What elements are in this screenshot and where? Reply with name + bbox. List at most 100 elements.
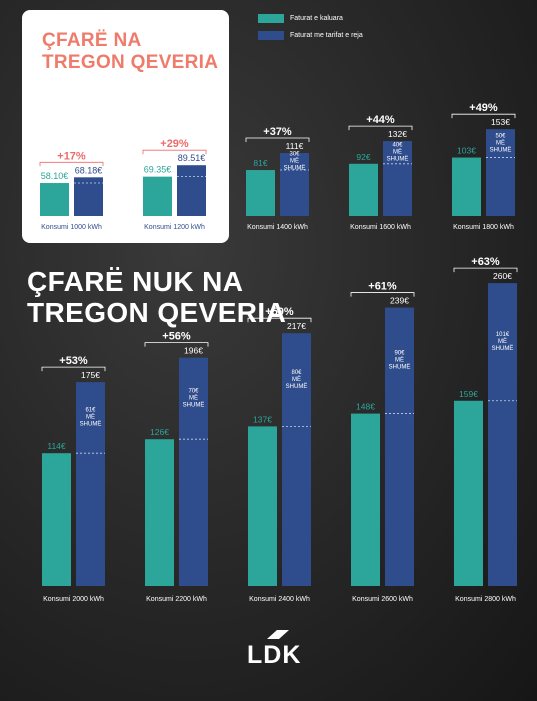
increase-bracket xyxy=(142,149,207,155)
diff-label: MË xyxy=(86,414,95,421)
bar-old xyxy=(143,176,172,216)
increase-label: +44% xyxy=(366,114,395,126)
value-label-new: 132€ xyxy=(388,129,407,139)
value-label-new: 68.18€ xyxy=(75,165,103,175)
bar-new xyxy=(385,307,414,586)
increase-label: +29% xyxy=(160,138,189,150)
value-label-new: 260€ xyxy=(493,271,512,281)
increase-bracket xyxy=(451,113,516,119)
ldk-logo: LDK xyxy=(247,641,302,669)
legend-item-new: Faturat me tarifat e reja xyxy=(258,29,363,41)
value-label-old: 92€ xyxy=(356,152,370,162)
increase-label: +61% xyxy=(368,281,397,293)
value-label-new: 175€ xyxy=(81,370,100,380)
diff-label: MË xyxy=(290,158,299,165)
diff-label: MË xyxy=(496,139,505,146)
chart-legend: Faturat e kaluara Faturat me tarifat e r… xyxy=(258,12,363,46)
category-label: Konsumi 2400 kWh xyxy=(249,596,310,603)
logo-mark-icon xyxy=(267,630,289,639)
bar-old xyxy=(145,439,174,586)
legend-label-new: Faturat me tarifat e reja xyxy=(290,31,363,39)
bar-new xyxy=(488,283,517,586)
diff-label: SHUMË xyxy=(492,345,514,352)
increase-bracket xyxy=(348,125,413,131)
legend-item-old: Faturat e kaluara xyxy=(258,12,363,24)
increase-bracket xyxy=(144,342,209,347)
category-label: Konsumi 2000 kWh xyxy=(43,596,104,603)
value-label-new: 111€ xyxy=(286,141,304,151)
bar-new xyxy=(282,333,311,586)
diff-label: 50€ xyxy=(495,133,506,139)
diff-label: SHUMË xyxy=(387,155,409,162)
category-label: Konsumi 2800 kWh xyxy=(455,596,516,603)
bottom-title-text: ÇFARË NUK NA TREGON QEVERIA xyxy=(27,266,287,328)
value-label-new: 239€ xyxy=(390,296,409,306)
bar-new xyxy=(383,141,412,216)
increase-bracket xyxy=(41,366,106,372)
diff-label: MË xyxy=(292,376,301,383)
increase-bracket xyxy=(247,317,312,323)
category-label: Konsumi 1400 kWh xyxy=(247,224,308,231)
diff-label: SHUMË xyxy=(80,421,102,428)
value-label-old: 137€ xyxy=(253,414,272,424)
increase-label: +17% xyxy=(57,150,86,162)
diff-label: 30€ xyxy=(289,152,300,158)
increase-label: +53% xyxy=(59,355,88,367)
bar-new xyxy=(179,357,208,586)
increase-label: +37% xyxy=(263,126,292,138)
increase-bracket xyxy=(39,161,104,167)
bottom-title: ÇFARË NUK NA TREGON QEVERIA xyxy=(27,266,327,328)
value-label-old: 103€ xyxy=(457,146,476,156)
bar-old xyxy=(40,183,69,216)
bar-old xyxy=(246,170,275,216)
value-label-old: 69.35€ xyxy=(144,165,172,175)
value-label-old: 81€ xyxy=(253,158,267,168)
increase-label: +63% xyxy=(471,256,500,268)
value-label-old: 114€ xyxy=(47,441,66,451)
diff-label: 80€ xyxy=(291,370,302,376)
value-label-new: 196€ xyxy=(184,346,203,356)
legend-swatch-new xyxy=(258,30,284,40)
bar-old xyxy=(349,163,378,216)
diff-label: SHUMË xyxy=(490,146,512,153)
diff-label: SHUMË xyxy=(284,165,306,172)
value-label-old: 126€ xyxy=(150,427,169,437)
bar-old xyxy=(351,413,380,586)
value-label-new: 217€ xyxy=(287,321,306,331)
bar-new xyxy=(177,165,206,216)
diff-label: SHUMË xyxy=(183,401,205,408)
legend-swatch-old xyxy=(258,13,284,23)
bar-new xyxy=(486,129,515,216)
bar-new xyxy=(74,177,103,216)
category-label: Konsumi 1600 kWh xyxy=(350,224,411,231)
diff-label: 101€ xyxy=(496,332,510,338)
category-label: Konsumi 2600 kWh xyxy=(352,596,413,603)
value-label-old: 58.10€ xyxy=(41,171,69,181)
category-label: Konsumi 2200 kWh xyxy=(146,596,207,603)
value-label-old: 159€ xyxy=(459,389,478,399)
category-label: Konsumi 1800 kWh xyxy=(453,224,514,231)
legend-label-old: Faturat e kaluara xyxy=(290,14,343,22)
bar-old xyxy=(454,400,483,586)
value-label-new: 153€ xyxy=(491,117,510,127)
increase-label: +59% xyxy=(265,306,294,318)
diff-label: MË xyxy=(393,148,402,155)
top-title: ÇFARË NA TREGON QEVERIA xyxy=(42,30,219,73)
diff-label: SHUMË xyxy=(286,383,308,390)
value-label-new: 89.51€ xyxy=(178,153,206,163)
diff-label: 61€ xyxy=(85,408,96,414)
increase-label: +49% xyxy=(469,102,498,114)
value-label-old: 148€ xyxy=(356,402,375,412)
bar-old xyxy=(248,426,277,586)
increase-bracket xyxy=(350,292,415,297)
increase-bracket xyxy=(245,137,310,143)
bar-new xyxy=(76,382,105,586)
bar-old xyxy=(452,157,481,216)
category-label: Konsumi 1000 kWh xyxy=(41,224,102,231)
diff-label: 40€ xyxy=(392,142,403,148)
diff-label: 70€ xyxy=(188,388,199,394)
increase-bracket xyxy=(453,267,518,273)
diff-label: MË xyxy=(189,394,198,401)
